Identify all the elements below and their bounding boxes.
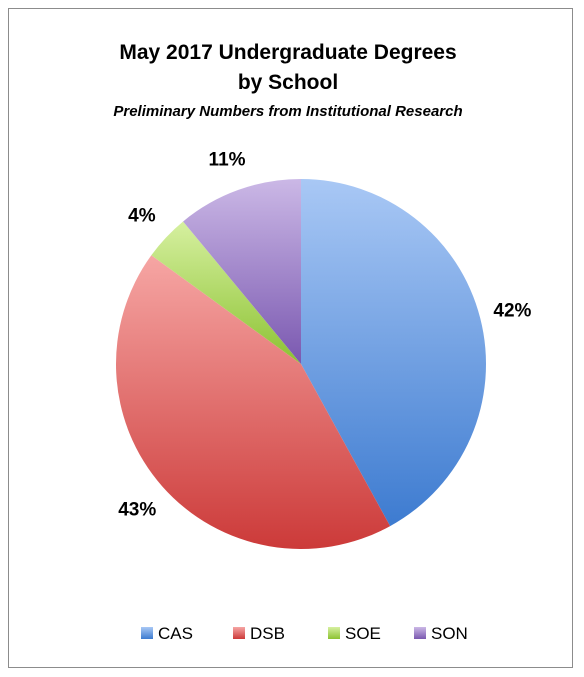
pie-chart: May 2017 Undergraduate Degrees by School… xyxy=(113,41,531,643)
legend-label-dsb: DSB xyxy=(250,624,285,643)
legend-label-soe: SOE xyxy=(345,624,381,643)
legend: CAS DSB SOE SON xyxy=(141,624,468,643)
pie-slice-soe xyxy=(151,221,301,364)
chart-subtitle: Preliminary Numbers from Institutional R… xyxy=(113,103,462,120)
pie-slices xyxy=(115,179,487,550)
pie-slice-dsb xyxy=(115,255,391,550)
legend-swatch-dsb xyxy=(233,627,245,639)
legend-swatch-soe xyxy=(328,627,340,639)
pie-percent-labels: 42% 43% 4% 11% xyxy=(118,150,531,521)
chart-frame: May 2017 Undergraduate Degrees by School… xyxy=(8,8,573,668)
chart-title-line-2: by School xyxy=(238,71,338,94)
legend-swatch-son xyxy=(414,627,426,639)
chart-title-line-1: May 2017 Undergraduate Degrees xyxy=(119,41,456,64)
pie-label-soe: 4% xyxy=(128,206,156,227)
legend-label-son: SON xyxy=(431,624,468,643)
pie-slice-son xyxy=(183,179,301,364)
pie-label-son: 11% xyxy=(209,150,246,171)
legend-swatch-cas xyxy=(141,627,153,639)
pie-label-cas: 42% xyxy=(493,301,531,322)
legend-label-cas: CAS xyxy=(158,624,193,643)
pie-label-dsb: 43% xyxy=(118,499,156,520)
pie-slice-cas xyxy=(301,179,487,527)
